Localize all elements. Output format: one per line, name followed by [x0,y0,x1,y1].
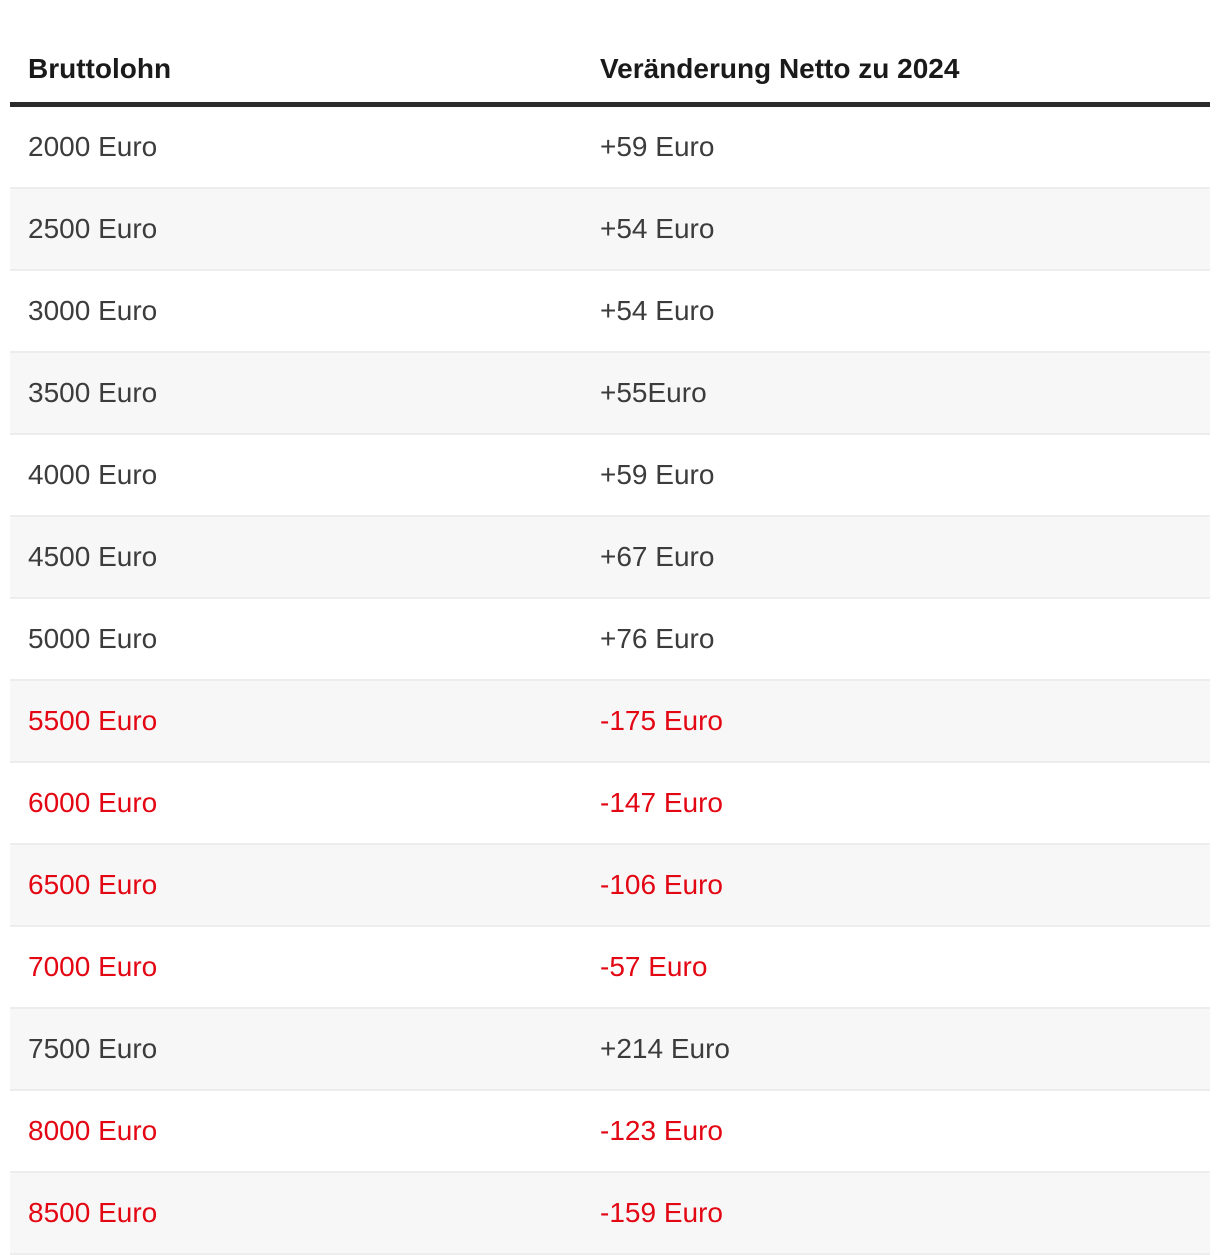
veraenderung-cell: +67 Euro [600,541,715,572]
table-row: 3000 Euro +54 Euro [10,270,1210,352]
veraenderung-cell: +214 Euro [600,1033,730,1064]
column-header-veraenderung: Veränderung Netto zu 2024 [600,0,1210,107]
veraenderung-cell: +54 Euro [600,213,715,244]
bruttolohn-cell: 7000 Euro [28,951,158,982]
bruttolohn-cell: 6500 Euro [28,869,158,900]
veraenderung-cell: -175 Euro [600,705,723,736]
table-row: 5000 Euro +76 Euro [10,598,1210,680]
table-row: 2500 Euro +54 Euro [10,188,1210,270]
table-row: 7500 Euro +214 Euro [10,1008,1210,1090]
veraenderung-cell: +54 Euro [600,295,715,326]
table-row: 7000 Euro -57 Euro [10,926,1210,1008]
veraenderung-cell: -123 Euro [600,1115,723,1146]
bruttolohn-cell: 7500 Euro [28,1033,158,1064]
veraenderung-cell: +59 Euro [600,131,715,162]
bruttolohn-cell: 4500 Euro [28,541,158,572]
table-row: 6500 Euro -106 Euro [10,844,1210,926]
column-header-bruttolohn: Bruttolohn [10,0,600,107]
bruttolohn-cell: 3500 Euro [28,377,158,408]
table-row: 2000 Euro +59 Euro [10,105,1210,189]
bruttolohn-cell: 8500 Euro [28,1197,158,1228]
table-body: 2000 Euro +59 Euro 2500 Euro +54 Euro 30… [10,105,1210,1254]
veraenderung-cell: +55Euro [600,377,707,408]
wage-change-table: Bruttolohn Veränderung Netto zu 2024 200… [10,0,1210,1255]
table-row: 8000 Euro -123 Euro [10,1090,1210,1172]
bruttolohn-cell: 2500 Euro [28,213,158,244]
header-row: Bruttolohn Veränderung Netto zu 2024 [10,0,1210,107]
bruttolohn-cell: 8000 Euro [28,1115,158,1146]
table-row: 4000 Euro +59 Euro [10,434,1210,516]
table-header: Bruttolohn Veränderung Netto zu 2024 [10,0,1210,107]
bruttolohn-cell: 5500 Euro [28,705,158,736]
table-row: 3500 Euro +55Euro [10,352,1210,434]
table-row: 6000 Euro -147 Euro [10,762,1210,844]
veraenderung-cell: +76 Euro [600,623,715,654]
veraenderung-cell: -106 Euro [600,869,723,900]
bruttolohn-cell: 2000 Euro [28,131,158,162]
veraenderung-cell: -159 Euro [600,1197,723,1228]
bruttolohn-cell: 4000 Euro [28,459,158,490]
table-row: 4500 Euro +67 Euro [10,516,1210,598]
veraenderung-cell: -147 Euro [600,787,723,818]
table-row: 8500 Euro -159 Euro [10,1172,1210,1254]
table-row: 5500 Euro -175 Euro [10,680,1210,762]
bruttolohn-cell: 5000 Euro [28,623,158,654]
veraenderung-cell: +59 Euro [600,459,715,490]
veraenderung-cell: -57 Euro [600,951,708,982]
bruttolohn-cell: 6000 Euro [28,787,158,818]
bruttolohn-cell: 3000 Euro [28,295,158,326]
